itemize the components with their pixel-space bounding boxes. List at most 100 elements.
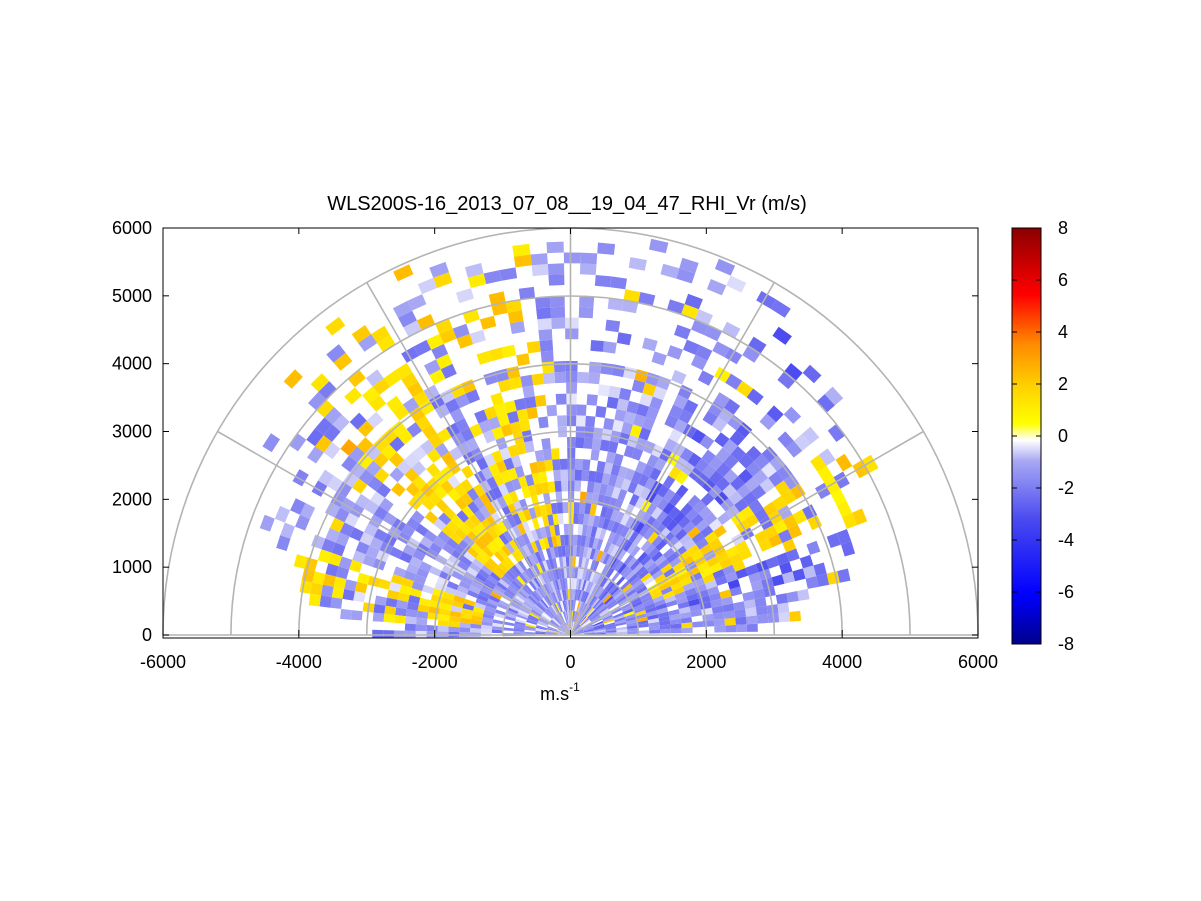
range-gate xyxy=(654,554,667,566)
range-gate xyxy=(317,549,332,564)
range-gate xyxy=(672,586,685,596)
range-gate xyxy=(434,485,448,500)
range-gate xyxy=(608,474,618,487)
range-gate xyxy=(547,536,554,548)
range-gate xyxy=(694,458,709,473)
range-gate xyxy=(433,272,453,288)
range-gate xyxy=(546,628,558,632)
range-gate xyxy=(572,610,575,622)
range-gate xyxy=(580,619,590,627)
range-gate xyxy=(640,572,652,583)
range-gate xyxy=(561,545,566,557)
range-gate xyxy=(374,467,390,483)
range-gate xyxy=(461,465,474,479)
range-gate xyxy=(485,515,497,528)
range-gate xyxy=(723,610,736,619)
range-gate xyxy=(704,325,722,342)
range-gate xyxy=(601,472,611,485)
range-gate xyxy=(706,279,727,296)
range-gate xyxy=(359,532,374,546)
range-gate xyxy=(500,575,512,586)
range-gate xyxy=(557,590,563,602)
range-gate xyxy=(582,591,588,603)
range-gate xyxy=(423,384,440,401)
range-gate xyxy=(507,310,524,324)
range-gate xyxy=(514,623,526,628)
range-gate xyxy=(565,371,578,383)
range-gate xyxy=(521,603,533,611)
range-gate xyxy=(792,509,808,525)
range-gate xyxy=(551,618,561,627)
range-gate xyxy=(319,595,332,608)
range-gate xyxy=(722,483,737,498)
range-gate xyxy=(625,570,636,581)
range-gate xyxy=(491,450,504,464)
range-gate xyxy=(637,623,649,628)
range-gate xyxy=(557,631,568,635)
range-gate xyxy=(535,528,543,540)
range-gate xyxy=(778,612,791,623)
range-gate xyxy=(517,560,527,572)
range-gate xyxy=(458,580,471,590)
range-gate xyxy=(386,395,403,412)
range-gate xyxy=(434,442,449,458)
range-gate xyxy=(482,429,496,444)
range-gate xyxy=(555,535,562,547)
range-gate xyxy=(541,614,551,622)
range-gate xyxy=(503,457,515,471)
range-gate xyxy=(683,399,699,415)
range-gate xyxy=(373,436,390,453)
range-gate xyxy=(635,565,647,577)
range-gate xyxy=(581,557,587,569)
range-gate xyxy=(342,589,355,601)
range-gate xyxy=(495,565,506,576)
range-gate xyxy=(726,275,747,293)
range-gate xyxy=(523,601,534,610)
azimuth-spoke xyxy=(569,282,775,636)
range-gate xyxy=(551,317,566,329)
range-gate xyxy=(511,564,522,576)
range-gate xyxy=(449,610,462,618)
range-gate xyxy=(714,625,726,633)
range-gate xyxy=(535,629,547,633)
range-gate xyxy=(541,361,555,374)
range-gate xyxy=(560,625,569,634)
y-tick-label: 2000 xyxy=(112,489,152,509)
range-gate xyxy=(614,616,626,623)
range-gate xyxy=(724,347,743,365)
range-gate xyxy=(666,345,683,360)
range-gate xyxy=(616,398,629,412)
range-gate xyxy=(541,482,550,494)
range-gate xyxy=(630,576,641,586)
range-gate xyxy=(501,545,512,557)
range-gate xyxy=(568,599,571,611)
range-gate xyxy=(573,631,584,635)
range-gate xyxy=(566,610,570,622)
range-gate xyxy=(667,536,680,548)
range-gate xyxy=(632,579,643,589)
range-gate xyxy=(322,574,336,587)
range-gate xyxy=(372,629,384,638)
range-gate xyxy=(526,618,538,624)
range-gate xyxy=(483,406,498,420)
range-gate xyxy=(599,528,607,541)
range-gate xyxy=(381,428,398,445)
range-gate xyxy=(466,566,479,577)
range-gate xyxy=(524,631,536,635)
range-gate xyxy=(598,589,607,600)
range-gate xyxy=(769,455,786,472)
range-gate xyxy=(633,413,646,428)
range-gate xyxy=(561,624,569,633)
range-gate xyxy=(451,549,464,561)
range-gate xyxy=(571,578,575,589)
range-gate xyxy=(522,385,535,398)
range-gate xyxy=(477,594,489,603)
range-gate xyxy=(651,591,663,600)
range-gate xyxy=(479,493,491,506)
range-gate xyxy=(621,300,639,314)
range-gate xyxy=(442,543,455,555)
range-gate xyxy=(325,527,340,543)
range-gate xyxy=(639,486,651,500)
range-gate xyxy=(590,526,598,538)
range-gate xyxy=(518,498,529,511)
